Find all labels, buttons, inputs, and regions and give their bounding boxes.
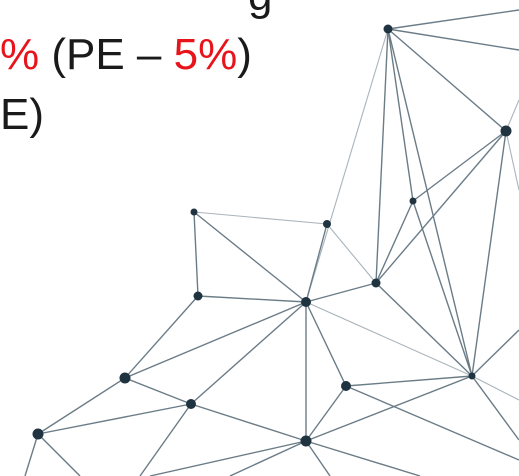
text-paren-close: ) <box>237 30 252 79</box>
slide-text-line-3: E) <box>0 93 44 137</box>
network-nodes <box>32 24 512 447</box>
text-value-highlight: 5% <box>173 30 238 79</box>
network-edges <box>24 9 519 476</box>
text-fragment-e: E) <box>0 90 44 139</box>
text-paren-open: (PE – <box>39 30 174 79</box>
text-fragment-g: g <box>248 0 272 18</box>
slide-text-line-2: % (PE – 5%) <box>0 33 252 77</box>
text-percent-highlight: % <box>0 30 40 79</box>
